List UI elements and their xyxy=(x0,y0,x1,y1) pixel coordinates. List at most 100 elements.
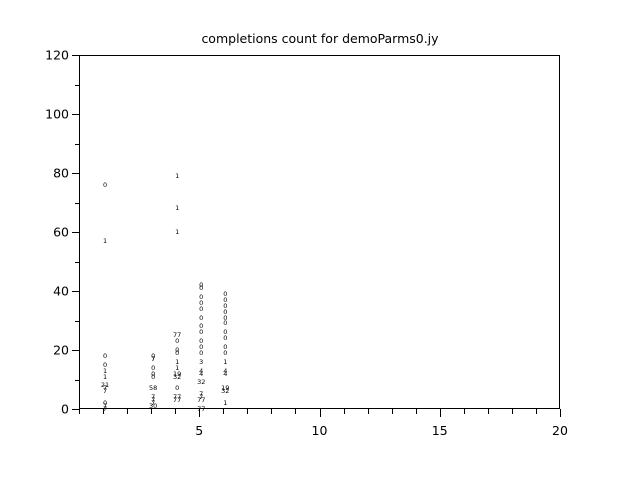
data-point-label: 4 xyxy=(199,369,204,378)
data-point-label: 7 xyxy=(102,401,108,410)
data-point-label: 0 xyxy=(199,342,204,351)
data-point-label: 0 xyxy=(223,295,228,304)
data-point-label: 0 xyxy=(199,336,204,345)
x-axis-tick xyxy=(175,409,177,414)
y-axis-tick xyxy=(75,143,79,145)
y-axis-tick xyxy=(75,261,79,263)
data-point-label: 7 xyxy=(151,354,156,363)
data-point-label: 1 xyxy=(175,227,180,236)
data-point-label: 1 xyxy=(175,171,180,180)
data-point-label: 19 xyxy=(221,384,230,393)
x-axis-tick xyxy=(535,409,537,414)
data-point-label: 0 xyxy=(102,180,108,189)
data-point-label: 77 xyxy=(197,404,206,413)
data-point-label: 1 xyxy=(175,357,180,366)
x-axis-tick xyxy=(127,409,129,414)
y-axis-tick xyxy=(72,173,79,174)
data-point-label: 0 xyxy=(223,307,228,316)
data-point-label: 4 xyxy=(223,366,228,375)
y-axis-tick-label: 40 xyxy=(53,283,69,299)
data-point-label: 1 xyxy=(102,372,108,381)
data-point-label: 3 xyxy=(199,357,204,366)
data-point-label: 7 xyxy=(102,387,108,396)
data-point-label: 1 xyxy=(223,398,228,407)
x-axis-tick-label: 10 xyxy=(311,423,328,438)
data-point-label: 19 xyxy=(173,369,182,378)
data-point-label: 0 xyxy=(199,313,204,322)
data-point-label: 0 xyxy=(199,292,204,301)
data-point-label: 32 xyxy=(221,387,230,396)
data-point-label: 0 xyxy=(102,351,108,360)
data-point-label: 7 xyxy=(151,398,156,407)
data-point-label: 7 xyxy=(102,404,108,413)
data-point-label: 77 xyxy=(173,395,182,404)
data-point-label: 0 xyxy=(223,319,228,328)
data-point-label: 0 xyxy=(102,360,108,369)
data-point-label: 0 xyxy=(175,336,180,345)
y-axis-tick-label: 60 xyxy=(53,224,69,240)
data-point-label: 1 xyxy=(223,357,228,366)
x-axis-tick xyxy=(151,409,153,414)
data-point-label: 58 xyxy=(149,384,158,393)
y-axis-tick xyxy=(72,350,79,351)
x-axis-tick xyxy=(560,409,561,417)
data-point-label: 77 xyxy=(173,331,182,339)
x-axis-tick xyxy=(79,409,80,414)
x-axis-tick xyxy=(463,409,465,414)
data-point-label: 0 xyxy=(199,304,204,313)
data-point-label: 7 xyxy=(199,390,204,398)
data-point-label: 0 xyxy=(199,298,204,307)
y-axis-tick-label: 80 xyxy=(53,165,69,181)
x-axis-tick-label: 20 xyxy=(552,423,568,438)
x-axis-tick xyxy=(199,409,201,417)
x-axis-tick xyxy=(415,409,417,414)
data-point-label: 0 xyxy=(223,333,228,342)
data-point-label: 7 xyxy=(151,354,156,363)
plot-area: 0 20 40 60 80 100 120 5 10 15 20 0 1 0 0 1 1 21 7 7 0 7 7 0 7 7… xyxy=(45,48,568,439)
data-point-label: 0 xyxy=(151,372,156,381)
data-point-label: 0 xyxy=(223,328,228,337)
data-point-label: 7 xyxy=(151,392,156,401)
data-point-label: 0 xyxy=(223,348,228,357)
data-point-label: 0 xyxy=(102,398,108,407)
data-point-label: 4 xyxy=(199,366,204,375)
y-axis-tick-label: 120 xyxy=(45,47,69,63)
y-axis-tick xyxy=(72,114,79,115)
y-axis-tick xyxy=(75,84,79,86)
x-axis-tick xyxy=(319,409,321,417)
data-point-label: 1 xyxy=(102,236,108,245)
x-axis-tick xyxy=(343,409,345,414)
data-point-label: 0 xyxy=(223,342,228,351)
data-point-label: 77 xyxy=(173,392,182,401)
data-point-label: 0 xyxy=(223,301,228,310)
y-axis-tick xyxy=(75,320,79,322)
x-axis-tick xyxy=(511,409,513,414)
x-axis-tick xyxy=(271,409,273,414)
x-axis-tick xyxy=(391,409,393,414)
x-axis-tick-label: 5 xyxy=(195,423,204,438)
y-axis-tick-label: 0 xyxy=(61,401,69,417)
x-axis-tick xyxy=(487,409,489,414)
data-point-label: 0 xyxy=(199,322,204,331)
data-point-label: 1 xyxy=(175,204,180,213)
y-axis-tick-label: 100 xyxy=(45,106,69,122)
data-point-label: 0 xyxy=(223,313,228,322)
data-point-label: 0 xyxy=(151,351,156,360)
y-axis-tick xyxy=(72,232,79,233)
data-point-label: 0 xyxy=(175,348,180,357)
data-point-label: 32 xyxy=(173,372,182,381)
x-axis-tick xyxy=(367,409,369,414)
data-point-label: 1 xyxy=(102,366,108,375)
x-axis-tick xyxy=(103,409,105,414)
data-point-label: 7 xyxy=(199,392,204,401)
data-point-label: 77 xyxy=(197,395,206,404)
data-point-label: 32 xyxy=(197,378,206,387)
data-point-label: 0 xyxy=(175,345,180,354)
x-axis-tick xyxy=(295,409,297,414)
y-axis-tick xyxy=(75,202,79,204)
chart-title: completions count for demoParms0.jy xyxy=(201,31,439,46)
data-point-label: 0 xyxy=(199,283,204,292)
y-axis-tick xyxy=(72,55,79,56)
data-point-label: 21 xyxy=(100,381,110,390)
